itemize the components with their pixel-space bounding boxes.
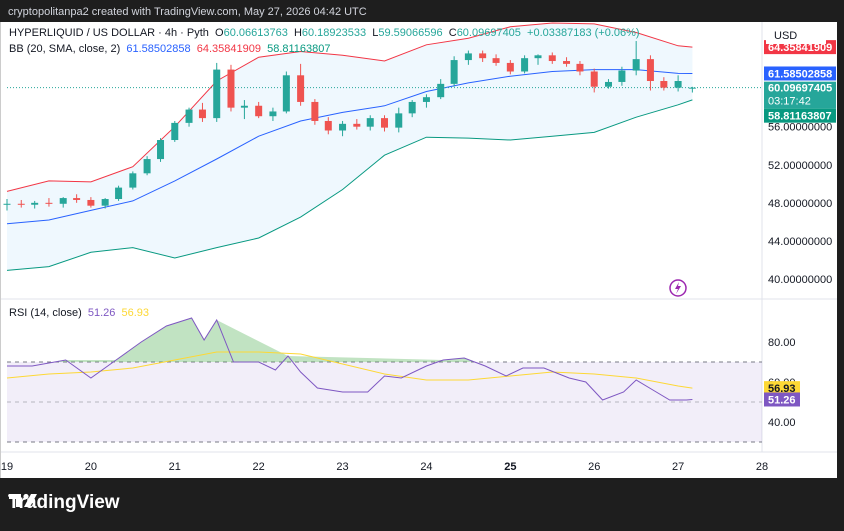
candle-body[interactable] xyxy=(366,118,374,127)
currency-label[interactable]: USD xyxy=(774,30,797,42)
candle-body[interactable] xyxy=(674,81,682,88)
time-tick-label: 23 xyxy=(336,461,348,473)
candle-body[interactable] xyxy=(395,113,403,128)
candle-body[interactable] xyxy=(59,198,67,204)
bollinger-upper-line xyxy=(6,22,693,192)
candle-body[interactable] xyxy=(479,53,487,59)
candle-body[interactable] xyxy=(143,159,151,174)
lower-band-badge-bg xyxy=(764,108,836,123)
candle-body[interactable] xyxy=(129,173,137,188)
candle-body[interactable] xyxy=(31,202,39,205)
candle-body[interactable] xyxy=(604,81,612,87)
time-tick-label: 21 xyxy=(169,461,181,473)
candle-body[interactable] xyxy=(576,63,584,72)
time-tick-label: 28 xyxy=(756,461,768,473)
candle-body[interactable] xyxy=(227,69,235,108)
tradingview-brand[interactable]: TradingView xyxy=(8,492,120,514)
candle-body[interactable] xyxy=(198,109,206,119)
candle-body[interactable] xyxy=(115,187,123,200)
basis-badge: 61.58502858 xyxy=(768,68,832,80)
bollinger-lower-line xyxy=(6,99,693,271)
candle-body[interactable] xyxy=(492,58,500,63)
price-tick-label: 52.00000000 xyxy=(768,160,832,172)
candle-body[interactable] xyxy=(240,105,248,108)
created-caption: cryptopolitanpa2 created with TradingVie… xyxy=(8,6,367,18)
bollinger-basis-line xyxy=(6,69,693,225)
price-tick-label: 48.00000000 xyxy=(768,198,832,210)
candle-body[interactable] xyxy=(548,55,556,62)
time-tick-label: 20 xyxy=(85,461,97,473)
candle-body[interactable] xyxy=(688,87,696,89)
close-price-badge: 60.09697405 xyxy=(768,83,832,95)
candle-body[interactable] xyxy=(101,199,109,206)
bollinger-band-fill xyxy=(7,23,693,271)
candle-body[interactable] xyxy=(464,53,472,61)
candle-body[interactable] xyxy=(185,109,193,123)
candle-body[interactable] xyxy=(353,123,361,127)
candle-body[interactable] xyxy=(437,83,445,98)
rsi-tick-label: 80.00 xyxy=(768,337,796,349)
rsi-badge-bg xyxy=(764,392,800,407)
countdown-badge: 03:17:42 xyxy=(768,96,811,108)
price-tick-label: 56.00000000 xyxy=(768,122,832,134)
rsi-ma-badge: 56.93 xyxy=(768,383,796,395)
candle-body[interactable] xyxy=(87,199,95,206)
candle-body[interactable] xyxy=(534,55,542,59)
price-legend[interactable]: HYPERLIQUID / US DOLLAR · 4h · Pyth O60.… xyxy=(9,27,640,39)
candle-body[interactable] xyxy=(660,81,668,88)
candle-body[interactable] xyxy=(563,61,571,64)
rsi-tick-label: 40.00 xyxy=(768,417,796,429)
candle-body[interactable] xyxy=(506,62,514,72)
close-badge-bg xyxy=(764,81,836,109)
candle-body[interactable] xyxy=(408,101,416,114)
candle-body[interactable] xyxy=(3,203,11,205)
time-tick-label: 22 xyxy=(253,461,265,473)
brand-name: TradingView xyxy=(8,492,120,513)
candle-body[interactable] xyxy=(646,59,654,82)
chart-canvas[interactable]: 40.00000000 44.00000000 48.00000000 52.0000… xyxy=(1,22,837,478)
bb-legend[interactable]: BB (20, SMA, close, 2) 61.58502858 64.35… xyxy=(9,43,331,55)
candle-body[interactable] xyxy=(521,58,529,72)
time-tick-label: 26 xyxy=(588,461,600,473)
candle-body[interactable] xyxy=(17,203,25,205)
candle-body[interactable] xyxy=(450,60,458,84)
candle-body[interactable] xyxy=(324,120,332,131)
basis-badge-bg xyxy=(764,66,836,81)
candle-body[interactable] xyxy=(339,123,347,131)
currency-box[interactable] xyxy=(766,26,826,44)
lightning-bolt-icon xyxy=(675,282,681,294)
chart-frame[interactable]: 40.00000000 44.00000000 48.00000000 52.0000… xyxy=(0,22,837,478)
time-tick-label: 19 xyxy=(1,461,13,473)
upper-band-badge: 64.35841909 xyxy=(768,42,832,54)
candle-body[interactable] xyxy=(282,75,290,112)
rsi-value-badge: 51.26 xyxy=(768,394,796,406)
rsi-legend[interactable]: RSI (14, close) 51.26 56.93 xyxy=(9,307,149,319)
candle-body[interactable] xyxy=(213,69,221,119)
rsi-ma-line xyxy=(6,351,693,389)
candle-body[interactable] xyxy=(311,101,319,121)
rsi-ma-badge-bg xyxy=(764,381,800,396)
tradingview-logo-icon xyxy=(9,493,37,507)
candle-body[interactable] xyxy=(422,97,430,102)
candle-body[interactable] xyxy=(618,70,626,82)
rsi-line xyxy=(7,317,693,401)
candle-body[interactable] xyxy=(171,122,179,141)
time-tick-label: 24 xyxy=(420,461,432,473)
price-tick-label: 44.00000000 xyxy=(768,236,832,248)
price-tick-label: 40.00000000 xyxy=(768,274,832,286)
candle-body[interactable] xyxy=(255,105,263,117)
time-tick-label: 25 xyxy=(504,461,516,473)
candle-body[interactable] xyxy=(297,75,305,102)
candle-body[interactable] xyxy=(157,140,165,160)
candle-body[interactable] xyxy=(269,111,277,117)
candle-body[interactable] xyxy=(590,71,598,87)
time-tick-label: 27 xyxy=(672,461,684,473)
candle-body[interactable] xyxy=(632,59,640,71)
candle-body[interactable] xyxy=(45,202,53,204)
rsi-overbought-fill xyxy=(54,318,475,362)
candle-body[interactable] xyxy=(73,198,81,200)
candle-body[interactable] xyxy=(381,118,388,128)
lower-band-badge: 58.81163807 xyxy=(768,111,832,123)
